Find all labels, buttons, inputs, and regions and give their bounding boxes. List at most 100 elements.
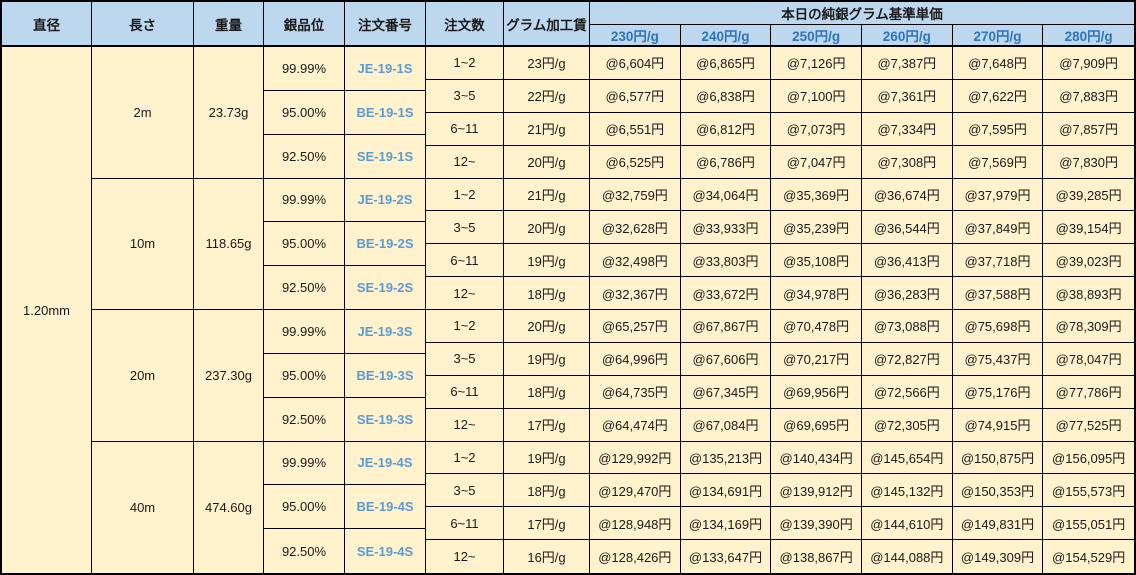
gram-fee-cell: 18円/g [504, 474, 590, 508]
order-number-cell[interactable]: BE-19-3S [345, 353, 426, 398]
order-qty-cell: 6~11 [426, 375, 504, 409]
price-cell: @67,084円 [680, 408, 772, 442]
price-cell: @128,948円 [590, 507, 681, 541]
price-cell: @7,126円 [771, 47, 862, 80]
price-cell: @7,830円 [1043, 145, 1134, 179]
price-cell: @70,217円 [771, 342, 862, 376]
header-price-col: 280円/g [1043, 25, 1134, 47]
price-cell: @7,909円 [1043, 47, 1134, 80]
order-number-cell[interactable]: JE-19-3S [345, 310, 426, 354]
price-cell: @77,525円 [1043, 408, 1134, 442]
gram-fee-cell: 19円/g [504, 244, 590, 278]
purity-cell: 95.00% [264, 485, 345, 530]
gram-fee-cell: 20円/g [504, 211, 590, 245]
purity-cell: 95.00% [264, 222, 345, 267]
price-cell: @35,369円 [771, 178, 862, 212]
price-cell: @7,648円 [952, 47, 1044, 80]
price-cell: @32,498円 [590, 244, 681, 278]
price-cell: @70,478円 [771, 310, 862, 343]
price-cell: @67,867円 [680, 310, 772, 343]
price-cell: @6,812円 [680, 112, 772, 146]
price-cell: @144,088円 [861, 540, 953, 573]
order-number-cell[interactable]: BE-19-1S [345, 90, 426, 135]
price-cell: @7,047円 [771, 145, 862, 179]
weight-cell: 237.30g [194, 310, 264, 442]
price-cell: @78,047円 [1043, 342, 1134, 376]
header-price-group: 本日の純銀グラム基準単価 [590, 2, 1134, 25]
order-number-cell[interactable]: JE-19-4S [345, 441, 426, 486]
gram-fee-cell: 20円/g [504, 310, 590, 343]
gram-fee-cell: 19円/g [504, 441, 590, 475]
price-cell: @37,718円 [952, 244, 1044, 278]
price-cell: @7,073円 [771, 112, 862, 146]
order-qty-cell: 6~11 [426, 112, 504, 146]
price-cell: @133,647円 [680, 540, 772, 573]
length-cell: 2m [92, 47, 194, 179]
price-cell: @36,674円 [861, 178, 953, 212]
price-cell: @73,088円 [861, 310, 953, 343]
price-cell: @67,345円 [680, 375, 772, 409]
order-qty-cell: 12~ [426, 408, 504, 442]
header-gram-fee: グラム加工賃 [504, 2, 590, 47]
order-qty-cell: 1~2 [426, 178, 504, 212]
order-qty-cell: 1~2 [426, 310, 504, 343]
gram-fee-cell: 16円/g [504, 540, 590, 573]
header-price-col: 230円/g [590, 25, 681, 47]
header-weight: 重量 [194, 2, 264, 47]
price-cell: @36,413円 [861, 244, 953, 278]
gram-fee-cell: 23円/g [504, 47, 590, 80]
price-cell: @32,759円 [590, 178, 681, 212]
price-cell: @32,628円 [590, 211, 681, 245]
order-number-cell[interactable]: SE-19-1S [345, 134, 426, 179]
header-price-col: 240円/g [680, 25, 772, 47]
header-price-col: 270円/g [952, 25, 1044, 47]
price-cell: @37,979円 [952, 178, 1044, 212]
purity-cell: 99.99% [264, 310, 345, 354]
price-cell: @35,239円 [771, 211, 862, 245]
order-qty-cell: 3~5 [426, 474, 504, 508]
price-cell: @34,064円 [680, 178, 772, 212]
price-cell: @75,176円 [952, 375, 1044, 409]
order-number-cell[interactable]: SE-19-3S [345, 397, 426, 442]
price-cell: @6,577円 [590, 79, 681, 113]
order-qty-cell: 12~ [426, 145, 504, 179]
order-qty-cell: 3~5 [426, 211, 504, 245]
price-cell: @7,387円 [861, 47, 953, 80]
price-cell: @69,956円 [771, 375, 862, 409]
order-qty-cell: 3~5 [426, 342, 504, 376]
price-cell: @39,023円 [1043, 244, 1134, 278]
gram-fee-cell: 22円/g [504, 79, 590, 113]
price-cell: @7,361円 [861, 79, 953, 113]
price-cell: @134,691円 [680, 474, 772, 508]
price-cell: @150,875円 [952, 441, 1044, 475]
order-number-cell[interactable]: JE-19-1S [345, 47, 426, 91]
length-cell: 10m [92, 178, 194, 310]
price-cell: @155,051円 [1043, 507, 1134, 541]
price-cell: @7,569円 [952, 145, 1044, 179]
price-cell: @144,610円 [861, 507, 953, 541]
price-cell: @7,308円 [861, 145, 953, 179]
header-price-col: 260円/g [861, 25, 953, 47]
order-number-cell[interactable]: BE-19-2S [345, 222, 426, 267]
price-cell: @6,865円 [680, 47, 772, 80]
diameter-cell: 1.20mm [2, 47, 92, 573]
gram-fee-cell: 21円/g [504, 178, 590, 212]
gram-fee-cell: 20円/g [504, 145, 590, 179]
price-cell: @72,566円 [861, 375, 953, 409]
price-cell: @36,283円 [861, 277, 953, 310]
order-number-cell[interactable]: JE-19-2S [345, 178, 426, 223]
order-qty-cell: 6~11 [426, 507, 504, 541]
order-number-cell[interactable]: SE-19-4S [345, 529, 426, 573]
price-cell: @7,622円 [952, 79, 1044, 113]
price-cell: @6,786円 [680, 145, 772, 179]
purity-cell: 99.99% [264, 441, 345, 486]
order-number-cell[interactable]: BE-19-4S [345, 485, 426, 530]
order-qty-cell: 1~2 [426, 47, 504, 80]
header-length: 長さ [92, 2, 194, 47]
price-cell: @33,933円 [680, 211, 772, 245]
price-cell: @74,915円 [952, 408, 1044, 442]
price-cell: @128,426円 [590, 540, 681, 573]
price-cell: @149,831円 [952, 507, 1044, 541]
order-number-cell[interactable]: SE-19-2S [345, 266, 426, 310]
price-cell: @154,529円 [1043, 540, 1134, 573]
